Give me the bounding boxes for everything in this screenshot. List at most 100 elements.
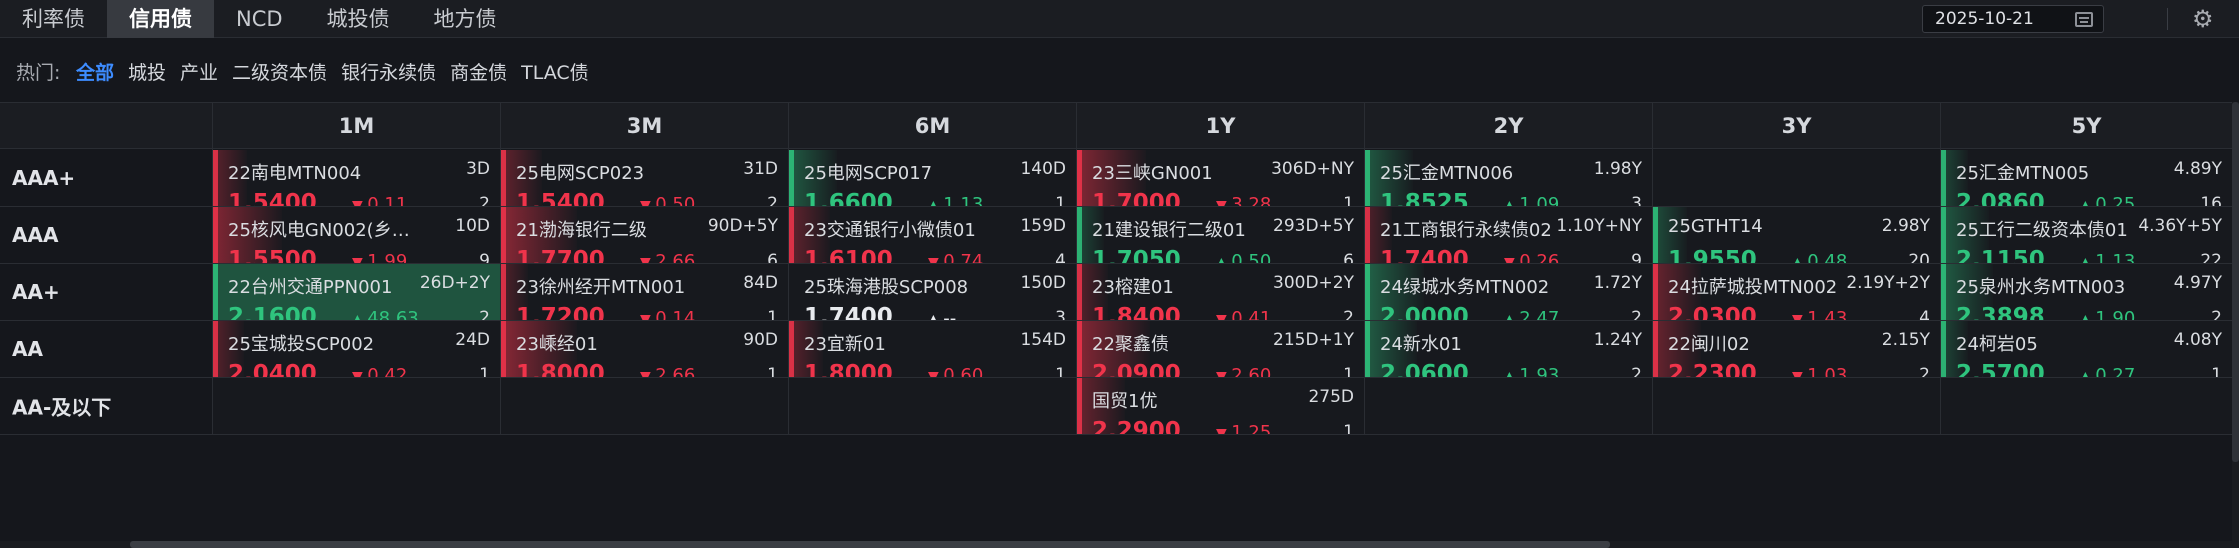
up-arrow-icon: ▲ [2080, 198, 2096, 207]
bond-cell[interactable]: 22南电MTN004 3D 1.5400 ▼ 0.11 2 [212, 150, 500, 207]
tab-4[interactable]: 地方债 [433, 7, 497, 31]
trade-count: 1 [2211, 365, 2222, 378]
bond-cell[interactable]: 24绿城水务MTN002 1.72Y 2.0000 ▲ 2.47 2 [1364, 264, 1652, 321]
bond-cell[interactable]: 25电网SCP023 31D 1.5400 ▼ 0.50 2 [500, 150, 788, 207]
bond-cell[interactable]: 25泉州水务MTN003 4.97Y 2.3898 ▲ 1.90 2 [1940, 264, 2232, 321]
horizontal-scrollbar-thumb[interactable] [130, 541, 1610, 548]
tab-3[interactable]: 城投债 [326, 7, 390, 31]
down-arrow-icon: ▼ [928, 255, 944, 264]
bond-cell[interactable]: 25汇金MTN006 1.98Y 1.8525 ▲ 1.09 3 [1364, 150, 1652, 207]
bond-yield: 1.6600 [804, 190, 893, 207]
bond-cell[interactable]: 25核风电GN002(乡村振兴) 10D 1.5500 ▼ 1.99 9 [212, 207, 500, 264]
change-bar [1365, 321, 1370, 377]
column-header-5Y[interactable]: 5Y [1940, 103, 2232, 150]
filter-5[interactable]: 商金债 [450, 62, 508, 84]
filter-3[interactable]: 二级资本债 [232, 62, 328, 84]
down-arrow-icon: ▼ [352, 369, 368, 378]
trade-count: 1 [767, 308, 778, 321]
gear-icon[interactable]: ⚙ [2192, 5, 2214, 33]
bond-change: ▲ 1.13 [2080, 251, 2135, 263]
bond-cell[interactable]: 23嵊经01 90D 1.8000 ▼ 2.66 1 [500, 321, 788, 378]
trade-count: 1 [1343, 365, 1354, 378]
bond-name: 25汇金MTN005 [1956, 163, 2090, 184]
change-bar [1077, 378, 1082, 434]
change-heat-fill [789, 321, 823, 377]
bond-yield: 2.5700 [1956, 361, 2045, 378]
bond-yield: 1.8400 [1092, 304, 1181, 321]
bond-cell[interactable]: 22聚鑫债 215D+1Y 2.0900 ▼ 2.60 1 [1076, 321, 1364, 378]
bond-cell[interactable]: 23交通银行小微债01 159D 1.6100 ▼ 0.74 4 [788, 207, 1076, 264]
bond-yield: 1.7400 [1380, 247, 1469, 264]
column-header-3M[interactable]: 3M [500, 103, 788, 150]
bond-yield: 2.0000 [1380, 304, 1469, 321]
bond-cell[interactable]: 23宜新01 154D 1.8000 ▼ 0.60 1 [788, 321, 1076, 378]
bond-cell[interactable]: 22台州交通PPN001 26D+2Y 2.1600 ▲ 48.63 2 [212, 264, 500, 321]
bond-cell[interactable]: 24柯岩05 4.08Y 2.5700 ▲ 0.27 1 [1940, 321, 2232, 378]
bond-cell[interactable]: 25GTHT14 2.98Y 1.9550 ▲ 0.48 20 [1652, 207, 1940, 264]
filter-1[interactable]: 城投 [128, 62, 167, 84]
bond-name: 25电网SCP017 [804, 163, 933, 184]
up-arrow-icon: ▲ [1792, 255, 1808, 264]
column-header-1Y[interactable]: 1Y [1076, 103, 1364, 150]
bond-cell[interactable]: 25宝城投SCP002 24D 2.0400 ▼ 0.42 1 [212, 321, 500, 378]
bond-cell[interactable]: 国贸1优 275D 2.2900 ▼ 1.25 1 [1076, 378, 1364, 435]
bond-change: ▼ 0.60 [928, 365, 983, 377]
bond-cell[interactable]: 21工商银行永续债02 1.10Y+NY 1.7400 ▼ 0.26 9 [1364, 207, 1652, 264]
bond-yield: 1.5400 [516, 190, 605, 207]
filter-2[interactable]: 产业 [180, 62, 219, 84]
column-header-6M[interactable]: 6M [788, 103, 1076, 150]
bond-term: 2.19Y+2Y [1846, 273, 1930, 293]
bond-cell[interactable]: 25珠海港股SCP008 150D 1.7400 ▲ -- 3 [788, 264, 1076, 321]
bond-change: ▼ 2.66 [640, 365, 695, 377]
calendar-icon[interactable] [2075, 12, 2093, 27]
bond-cell[interactable]: 22闽川02 2.15Y 2.2300 ▼ 1.03 2 [1652, 321, 1940, 378]
trade-count: 2 [1631, 365, 1642, 378]
filter-4[interactable]: 银行永续债 [341, 62, 437, 84]
change-heat-fill [1941, 207, 1989, 263]
tab-0[interactable]: 利率债 [22, 7, 85, 31]
bond-term: 4.97Y [2173, 273, 2222, 293]
change-heat-fill [1365, 321, 1417, 377]
bond-term: 1.98Y [1593, 159, 1642, 179]
bond-change-value: 0.25 [2095, 194, 2136, 207]
bond-cell[interactable]: 25汇金MTN005 4.89Y 2.0860 ▲ 0.25 16 [1940, 150, 2232, 207]
tab-1[interactable]: 信用债 [107, 0, 214, 38]
column-header-1M[interactable]: 1M [212, 103, 500, 150]
column-header-3Y[interactable]: 3Y [1652, 103, 1940, 150]
bond-cell[interactable]: 21建设银行二级01 293D+5Y 1.7050 ▲ 0.50 6 [1076, 207, 1364, 264]
bond-yield: 2.1150 [1956, 247, 2045, 264]
tab-2[interactable]: NCD [236, 7, 283, 31]
bond-cell[interactable]: 21渤海银行二级 90D+5Y 1.7700 ▼ 2.66 6 [500, 207, 788, 264]
bond-yield: 2.0900 [1092, 361, 1181, 378]
trade-count: 2 [2211, 308, 2222, 321]
change-bar [1077, 264, 1082, 320]
bond-cell[interactable]: 23榕建01 300D+2Y 1.8400 ▼ 0.41 2 [1076, 264, 1364, 321]
bond-change: ▼ 0.74 [928, 251, 983, 264]
down-arrow-icon: ▼ [352, 198, 368, 207]
change-heat-fill [1077, 321, 1150, 377]
date-picker[interactable]: 2025-10-21 [1922, 5, 2104, 33]
bond-change-value: 1.93 [1519, 365, 1560, 378]
bond-cell[interactable]: 25工行二级资本债01 4.36Y+5Y 2.1150 ▲ 1.13 22 [1940, 207, 2232, 264]
bond-cell[interactable]: 23徐州经开MTN001 84D 1.7200 ▼ 0.14 1 [500, 264, 788, 321]
row-label-text: AA-及以下 [12, 395, 112, 420]
bond-cell[interactable]: 24新水01 1.24Y 2.0600 ▲ 1.93 2 [1364, 321, 1652, 378]
bond-cell[interactable]: 24拉萨城投MTN002 2.19Y+2Y 2.0300 ▼ 1.43 4 [1652, 264, 1940, 321]
down-arrow-icon: ▼ [1216, 198, 1232, 207]
change-heat-fill [1077, 378, 1125, 434]
down-arrow-icon: ▼ [1792, 312, 1808, 321]
column-header-2Y[interactable]: 2Y [1364, 103, 1652, 150]
empty-cell [1652, 378, 1940, 435]
filter-6[interactable]: TLAC债 [521, 62, 589, 84]
bond-term: 4.89Y [2173, 159, 2222, 179]
bond-cell[interactable]: 23三峡GN001 306D+NY 1.7000 ▼ 3.28 1 [1076, 150, 1364, 207]
bond-cell[interactable]: 25电网SCP017 140D 1.6600 ▲ 1.13 1 [788, 150, 1076, 207]
bond-name: 22台州交通PPN001 [228, 277, 393, 298]
bond-name: 22聚鑫债 [1092, 334, 1169, 355]
bond-change: ▼ 2.60 [1216, 365, 1271, 377]
vertical-scrollbar-thumb[interactable] [2232, 102, 2239, 462]
filter-0[interactable]: 全部 [76, 62, 115, 84]
bond-yield: 2.2300 [1668, 361, 1757, 378]
down-arrow-icon: ▼ [1216, 312, 1232, 321]
column-header-corner [0, 103, 212, 150]
